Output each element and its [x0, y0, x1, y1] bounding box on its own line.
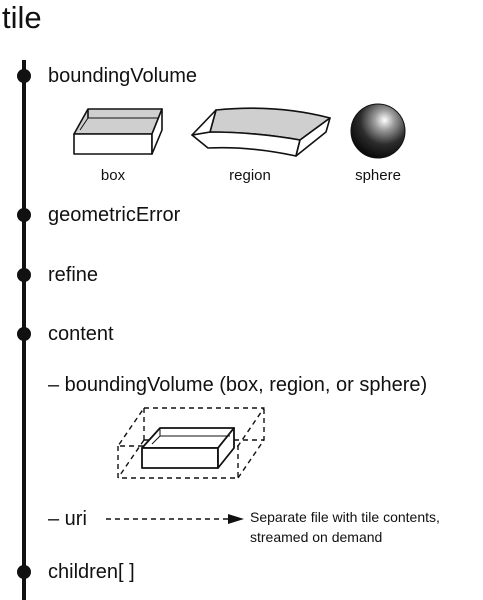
content-volume-icon [117, 407, 265, 479]
node-dot-refine [17, 268, 31, 282]
node-label-bounding-volume: boundingVolume [48, 65, 198, 87]
volume-label-region: region [229, 167, 271, 184]
node-label-children: children[ ] [48, 561, 135, 583]
region-icon [191, 107, 331, 157]
node-dot-content [17, 327, 31, 341]
box-icon [73, 108, 163, 155]
volume-label-box: box [100, 167, 126, 184]
uri-arrow [106, 514, 244, 524]
uri-note-line-1: Separate file with tile contents, [250, 509, 440, 525]
volume-label-sphere: sphere [355, 167, 401, 184]
diagram-title: tile [2, 0, 42, 35]
uri-note-line-2: streamed on demand [250, 529, 383, 545]
node-dot-geometric-error [17, 208, 31, 222]
node-label-refine: refine [48, 264, 99, 286]
node-label-geometric-error: geometricError [48, 204, 181, 226]
content-bounding-volume-label: – boundingVolume (box, region, or sphere… [48, 374, 428, 396]
node-dot-bounding-volume [17, 69, 31, 83]
node-label-content: content [48, 323, 114, 345]
node-dot-children [17, 565, 31, 579]
sphere-icon [350, 103, 406, 159]
content-uri-label: – uri [48, 508, 87, 530]
